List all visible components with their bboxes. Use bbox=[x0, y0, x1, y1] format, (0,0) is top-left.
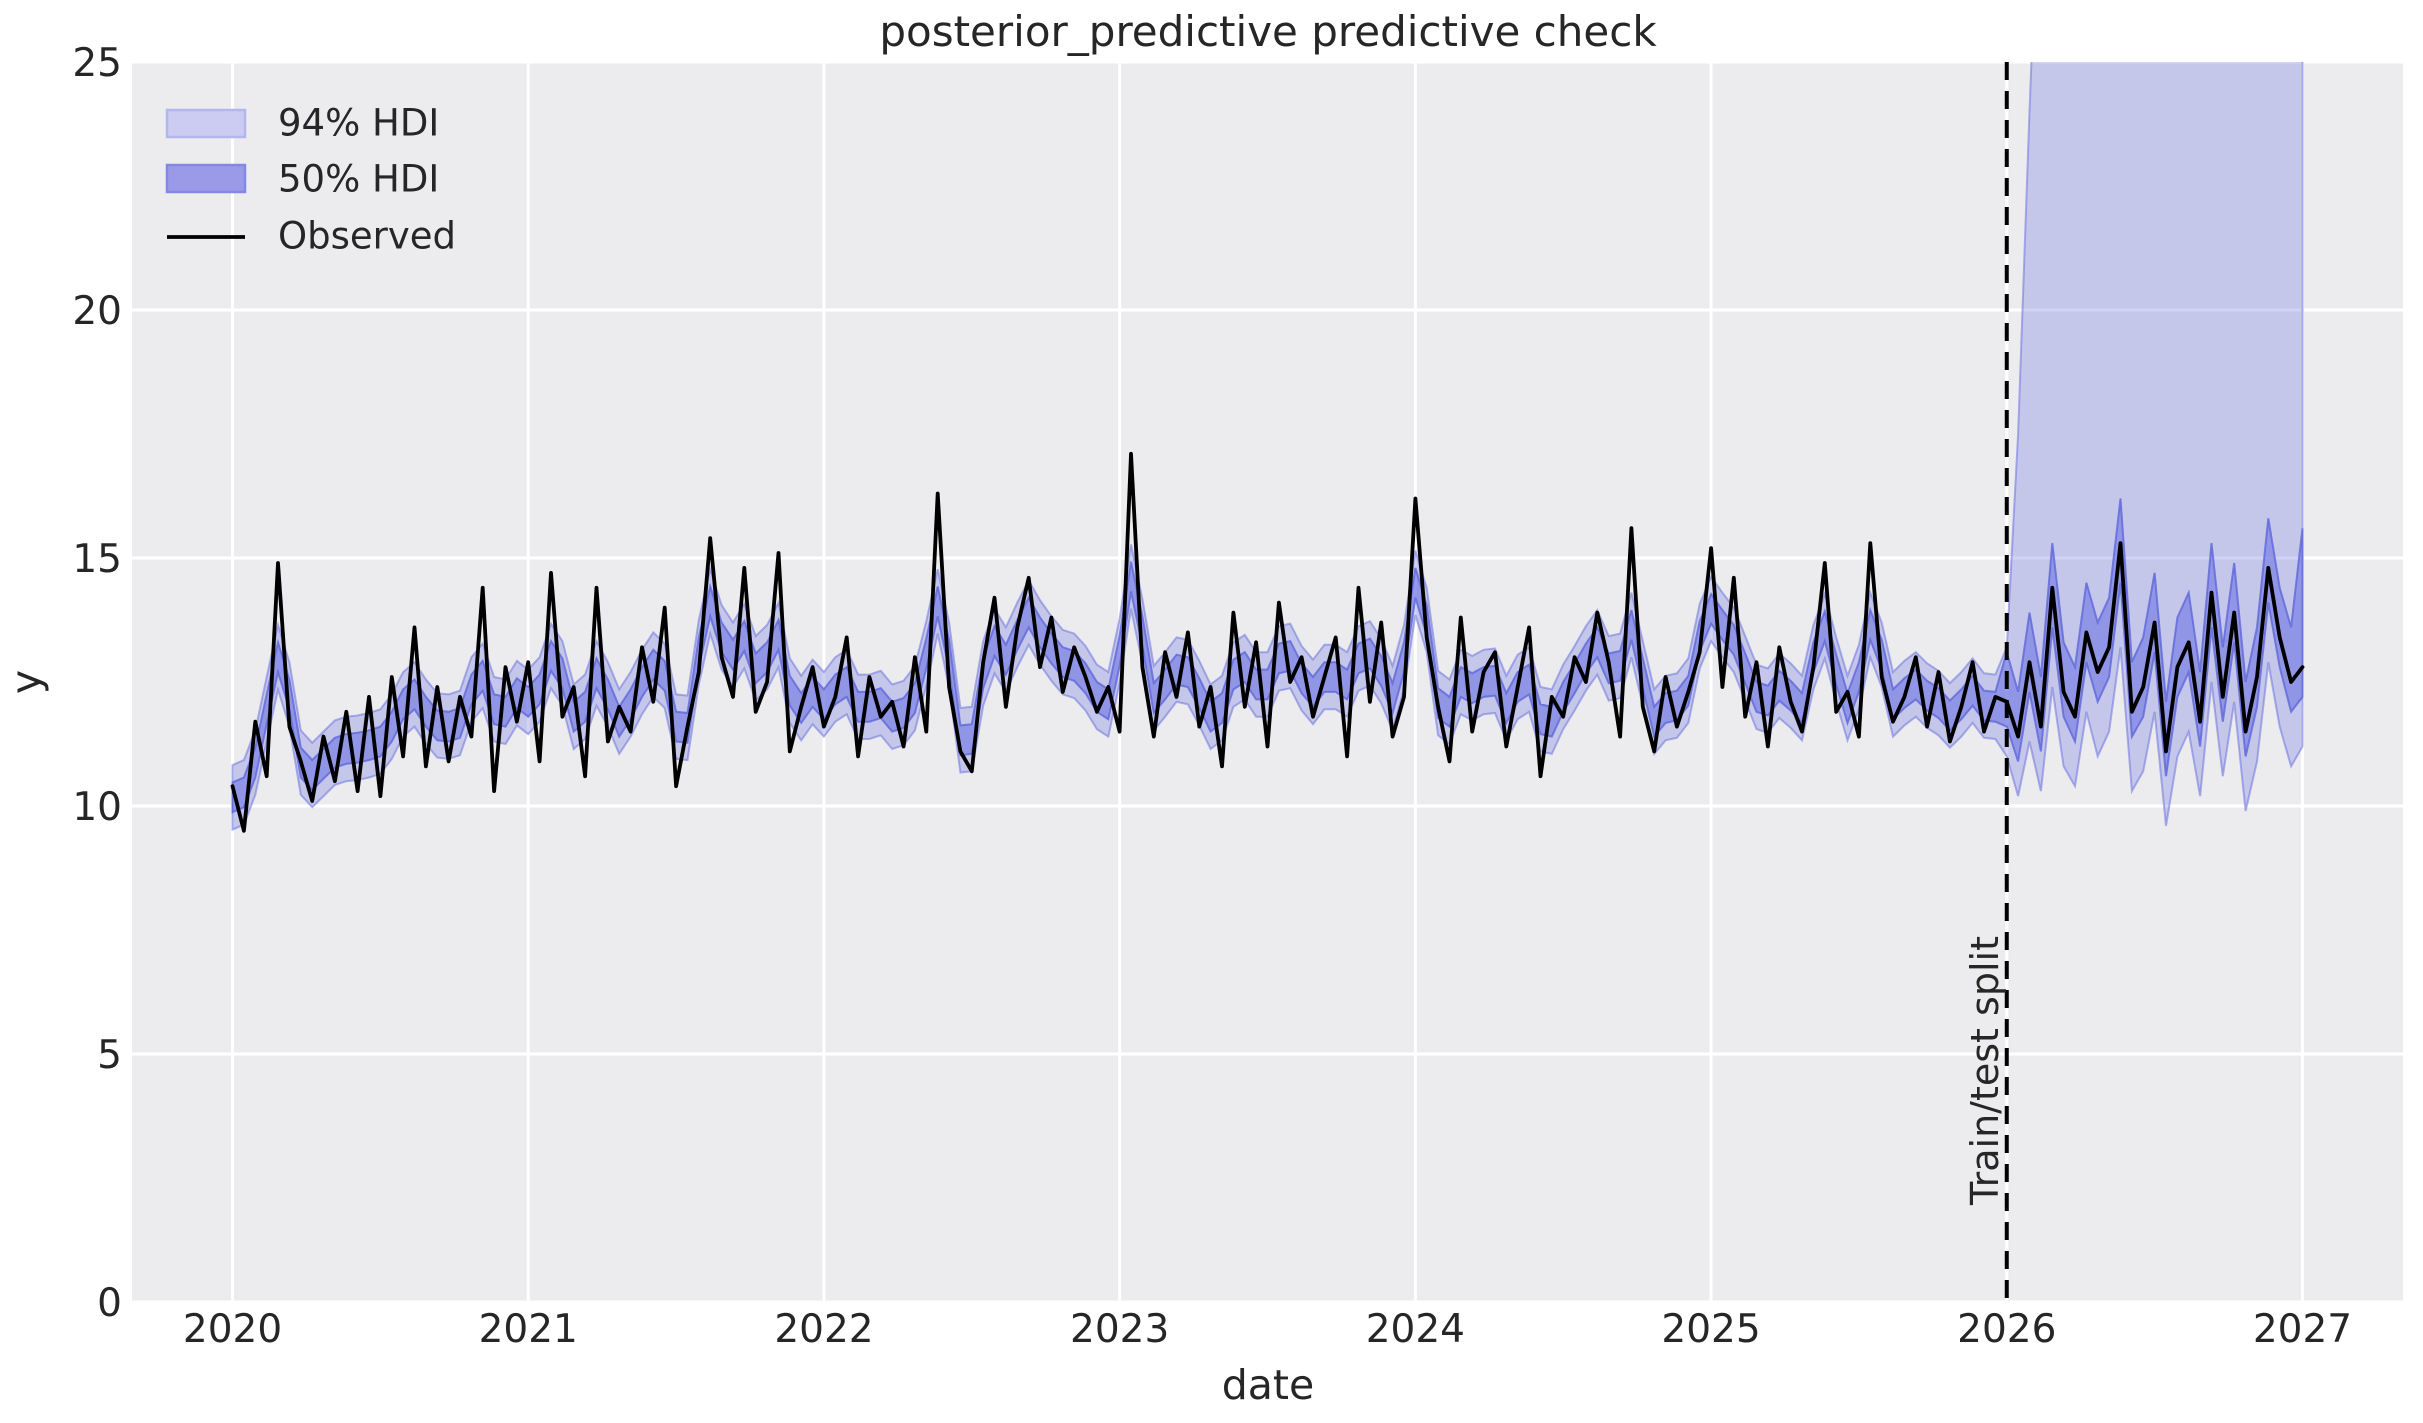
y-tick-label: 15 bbox=[72, 537, 122, 582]
x-tick-label: 2020 bbox=[183, 1307, 282, 1352]
y-tick-label: 0 bbox=[97, 1281, 122, 1326]
legend-label-94-hdi: 94% HDI bbox=[278, 102, 439, 145]
legend-label-observed: Observed bbox=[278, 215, 456, 258]
x-tick-label: 2023 bbox=[1070, 1307, 1169, 1352]
x-tick-label: 2027 bbox=[2253, 1307, 2352, 1352]
y-tick-label: 20 bbox=[72, 289, 122, 334]
x-tick-label: 2022 bbox=[774, 1307, 873, 1352]
split-label: Train/test split bbox=[1963, 936, 2007, 1206]
observed-line bbox=[230, 451, 2305, 833]
legend: 94% HDI 50% HDI Observed bbox=[165, 102, 456, 258]
x-tick-label: 2026 bbox=[1957, 1307, 2056, 1352]
hdi50-band bbox=[231, 498, 2304, 814]
chart-title: posterior_predictive predictive check bbox=[879, 7, 1657, 56]
legend-swatch-50-hdi bbox=[165, 163, 247, 194]
y-tick-label: 25 bbox=[72, 41, 122, 86]
legend-label-50-hdi: 50% HDI bbox=[278, 158, 439, 201]
x-axis-label: date bbox=[1222, 1361, 1314, 1409]
y-tick-label: 5 bbox=[97, 1033, 122, 1078]
x-tick-label: 2024 bbox=[1366, 1307, 1465, 1352]
y-tick-labels: 0 5 10 15 20 25 bbox=[72, 41, 122, 1326]
legend-swatch-94-hdi bbox=[165, 108, 247, 139]
x-tick-label: 2021 bbox=[479, 1307, 578, 1352]
y-axis-label: y bbox=[2, 670, 50, 694]
x-tick-label: 2025 bbox=[1661, 1307, 1760, 1352]
x-tick-labels: 2020 2021 2022 2023 2024 2025 2026 2027 bbox=[183, 1307, 2352, 1352]
y-tick-label: 10 bbox=[72, 785, 122, 830]
